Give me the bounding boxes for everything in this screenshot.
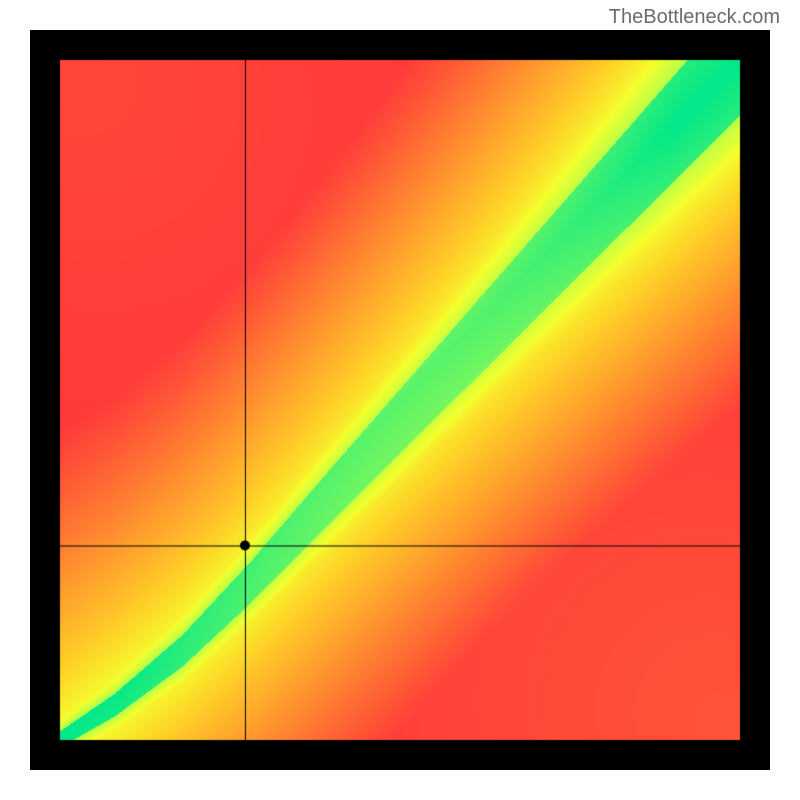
plot-frame (30, 30, 770, 770)
chart-container: TheBottleneck.com (0, 0, 800, 800)
heatmap-canvas (30, 30, 770, 770)
watermark-text: TheBottleneck.com (609, 6, 780, 29)
